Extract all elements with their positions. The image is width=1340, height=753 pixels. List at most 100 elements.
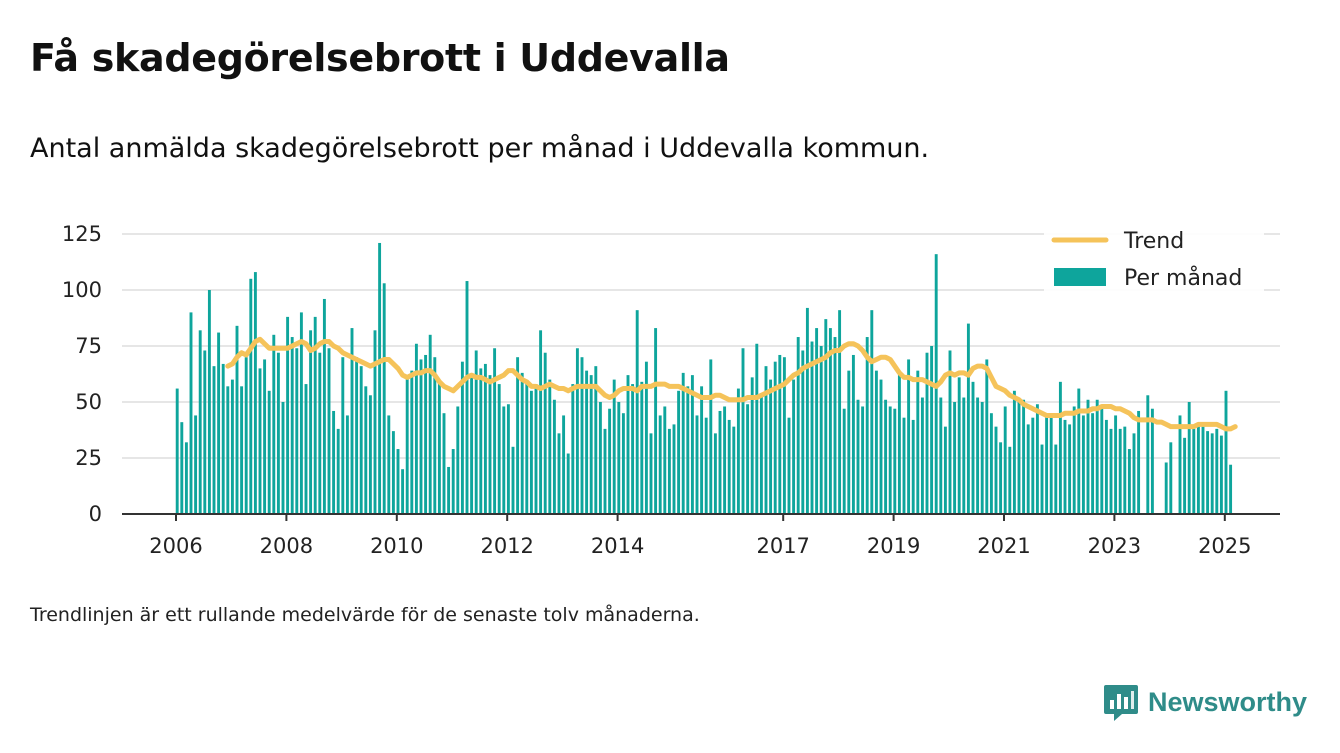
bar bbox=[948, 350, 952, 514]
bar bbox=[617, 402, 621, 514]
bar bbox=[787, 417, 791, 514]
bar bbox=[819, 346, 823, 514]
bar bbox=[1086, 399, 1090, 514]
bar bbox=[755, 343, 759, 514]
bar bbox=[971, 381, 975, 514]
bar bbox=[267, 390, 271, 514]
bar bbox=[727, 419, 731, 514]
bar bbox=[529, 390, 533, 514]
bar bbox=[230, 379, 234, 514]
bar bbox=[957, 377, 961, 514]
bar bbox=[911, 419, 915, 514]
bar bbox=[796, 337, 800, 514]
bar bbox=[212, 366, 216, 514]
bar bbox=[194, 415, 198, 514]
bar bbox=[1150, 408, 1154, 514]
bar bbox=[1012, 390, 1016, 514]
bar bbox=[1123, 426, 1127, 514]
bar bbox=[364, 386, 368, 514]
bar bbox=[506, 404, 510, 514]
bar bbox=[322, 298, 326, 514]
legend: Trend Per månad bbox=[1044, 226, 1264, 292]
legend-swatch-bars bbox=[1054, 268, 1106, 286]
x-tick-label: 2019 bbox=[867, 534, 920, 558]
bar bbox=[313, 316, 317, 514]
bar bbox=[764, 366, 768, 514]
x-tick-label: 2025 bbox=[1198, 534, 1251, 558]
bar bbox=[677, 390, 681, 514]
bar bbox=[184, 442, 188, 514]
bar bbox=[548, 379, 552, 514]
y-tick-label: 75 bbox=[75, 334, 102, 358]
bar bbox=[295, 348, 299, 514]
bar bbox=[736, 388, 740, 514]
bar bbox=[543, 352, 547, 514]
bar bbox=[345, 415, 349, 514]
newsworthy-logo-icon bbox=[1104, 685, 1138, 721]
bar bbox=[672, 424, 676, 514]
bar bbox=[598, 402, 602, 514]
bar bbox=[723, 406, 727, 514]
bar bbox=[309, 330, 313, 514]
bar bbox=[1091, 413, 1095, 514]
bar bbox=[580, 357, 584, 514]
bar bbox=[999, 442, 1003, 514]
bar bbox=[226, 386, 230, 514]
y-tick-label: 100 bbox=[62, 278, 102, 302]
bar bbox=[368, 395, 372, 514]
bar bbox=[966, 323, 970, 514]
bar bbox=[378, 242, 382, 514]
brand-name: Newsworthy bbox=[1148, 686, 1308, 717]
bar bbox=[658, 415, 662, 514]
bar bbox=[447, 466, 451, 514]
y-tick-label: 50 bbox=[75, 390, 102, 414]
bar bbox=[861, 406, 865, 514]
x-tick-label: 2023 bbox=[1088, 534, 1141, 558]
bar bbox=[493, 348, 497, 514]
bar bbox=[479, 368, 483, 514]
bar bbox=[782, 357, 786, 514]
axes: 0 25 50 75 100 125 2006 2008 2010 2012 2014 2017 201… bbox=[62, 222, 1280, 558]
bar bbox=[842, 408, 846, 514]
bar bbox=[1114, 415, 1118, 514]
bar bbox=[700, 386, 704, 514]
bar bbox=[920, 397, 924, 514]
footnote: Trendlinjen är ett rullande medelvärde f… bbox=[30, 604, 700, 626]
bar bbox=[1164, 462, 1168, 514]
bar bbox=[1063, 419, 1067, 514]
bar bbox=[460, 361, 464, 514]
bar bbox=[980, 402, 984, 514]
bar bbox=[815, 328, 819, 514]
bar bbox=[1229, 464, 1233, 514]
bar bbox=[350, 328, 354, 514]
bar bbox=[465, 281, 469, 514]
bar bbox=[976, 397, 980, 514]
bar bbox=[428, 334, 432, 514]
bar bbox=[925, 352, 929, 514]
bar bbox=[709, 359, 713, 514]
bar bbox=[198, 330, 202, 514]
bar bbox=[907, 359, 911, 514]
bar bbox=[1045, 415, 1049, 514]
bar bbox=[1003, 406, 1007, 514]
bar bbox=[424, 354, 428, 514]
bar bbox=[847, 370, 851, 514]
bar bbox=[571, 384, 575, 514]
chart-svg: 0 25 50 75 100 125 2006 2008 2010 2012 2014 2017 201… bbox=[62, 222, 1280, 558]
bar bbox=[1049, 415, 1053, 514]
bar bbox=[732, 426, 736, 514]
bar bbox=[953, 402, 957, 514]
bar bbox=[382, 283, 386, 514]
bar bbox=[893, 408, 897, 514]
bar bbox=[387, 415, 391, 514]
bar bbox=[451, 449, 455, 514]
bar bbox=[769, 379, 773, 514]
bar bbox=[718, 410, 722, 514]
bar bbox=[1068, 424, 1072, 514]
bar bbox=[456, 406, 460, 514]
bar bbox=[594, 366, 598, 514]
bar bbox=[373, 330, 377, 514]
bar bbox=[414, 343, 418, 514]
bar bbox=[442, 413, 446, 514]
bar bbox=[566, 453, 570, 514]
